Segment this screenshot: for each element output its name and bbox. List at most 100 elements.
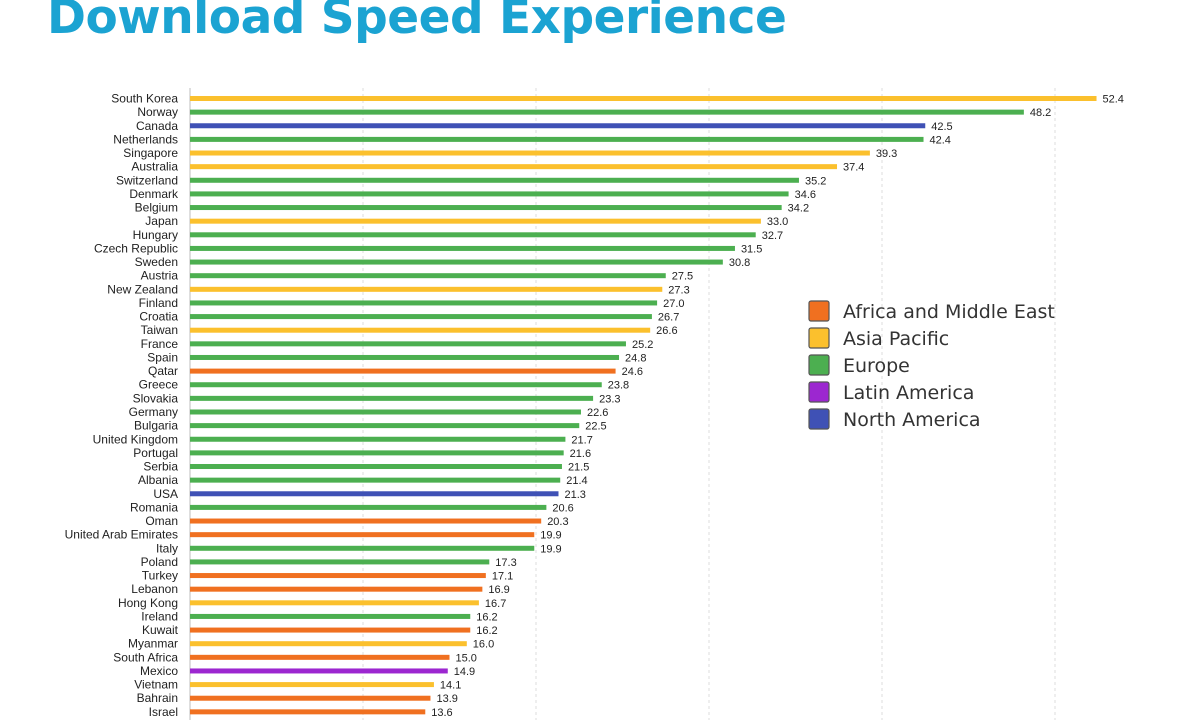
value-label: 20.6 [552, 502, 573, 514]
category-label: Poland [141, 555, 178, 569]
category-label: Spain [147, 350, 178, 364]
category-label: Netherlands [113, 132, 178, 146]
category-label: South Korea [111, 92, 178, 106]
value-label: 27.3 [668, 284, 689, 296]
legend-label: Latin America [843, 382, 974, 404]
category-label: Hong Kong [118, 596, 178, 610]
bar [190, 532, 535, 538]
category-label: Serbia [143, 460, 178, 474]
value-label: 27.5 [672, 271, 693, 283]
category-label: Czech Republic [94, 241, 178, 255]
value-label: 39.3 [876, 148, 897, 160]
value-label: 22.5 [585, 421, 606, 433]
value-label: 13.6 [431, 707, 452, 719]
category-label: Sweden [135, 255, 178, 269]
value-label: 16.0 [473, 639, 494, 651]
bar [190, 259, 723, 265]
bar [190, 559, 490, 565]
value-label: 14.1 [440, 680, 461, 692]
bar [190, 273, 666, 279]
bar [190, 491, 559, 497]
value-label: 34.2 [788, 203, 809, 215]
value-label: 42.4 [930, 134, 951, 146]
legend-swatch [808, 408, 830, 430]
bar [190, 423, 580, 429]
bar [190, 109, 1024, 115]
legend-label: North America [843, 409, 981, 431]
value-label: 22.6 [587, 407, 608, 419]
value-label: 23.8 [608, 380, 629, 392]
category-label: Austria [141, 269, 179, 283]
value-label: 16.2 [476, 625, 497, 637]
bar [190, 450, 564, 456]
value-label: 21.5 [568, 462, 589, 474]
bar [190, 545, 535, 551]
bar [190, 654, 450, 660]
bar [190, 314, 652, 320]
value-label: 16.2 [476, 611, 497, 623]
bar [190, 668, 448, 674]
value-label: 23.3 [599, 393, 620, 405]
legend-swatch [808, 327, 830, 349]
bar [190, 436, 566, 442]
bar [190, 286, 663, 292]
category-label: Taiwan [141, 323, 178, 337]
chart-title: Download Speed Experience [47, 0, 787, 45]
bar [190, 327, 651, 333]
legend-swatch [808, 300, 830, 322]
bar [190, 191, 789, 197]
category-label: Romania [130, 500, 178, 514]
category-label: Canada [136, 119, 178, 133]
bar [190, 518, 542, 524]
legend-swatch [808, 381, 830, 403]
value-label: 14.9 [454, 666, 475, 678]
category-label: Singapore [123, 146, 178, 160]
value-label: 21.3 [564, 489, 585, 501]
bar [190, 177, 799, 183]
bar [190, 464, 562, 470]
value-label: 13.9 [436, 693, 457, 705]
category-label: Qatar [148, 364, 178, 378]
category-label: Italy [156, 541, 178, 555]
legend-label: Europe [843, 355, 910, 377]
value-label: 21.6 [570, 448, 591, 460]
bar [190, 368, 616, 374]
value-label: 20.3 [547, 516, 568, 528]
value-label: 32.7 [762, 230, 783, 242]
bar [190, 641, 467, 647]
category-label: United Arab Emirates [65, 528, 178, 542]
category-label: South Africa [113, 650, 178, 664]
value-label: 31.5 [741, 243, 762, 255]
category-label: Germany [129, 405, 178, 419]
value-label: 24.6 [622, 366, 643, 378]
category-label: Croatia [139, 310, 178, 324]
category-label: Greece [139, 378, 179, 392]
bar [190, 205, 782, 211]
bars: South Korea 52.4 Norway 48.2 Canada 42.5 Nethe… [65, 92, 1124, 719]
value-label: 30.8 [729, 257, 750, 269]
legend-swatch [808, 354, 830, 376]
bar [190, 245, 735, 251]
bar [190, 395, 594, 401]
legend-label: Asia Pacific [843, 328, 949, 350]
bar [190, 682, 434, 688]
category-label: Oman [145, 514, 178, 528]
category-label: Myanmar [128, 637, 178, 651]
value-label: 42.5 [931, 121, 952, 133]
bar [190, 627, 471, 633]
bar [190, 573, 486, 579]
value-label: 21.4 [566, 475, 587, 487]
value-label: 16.7 [485, 598, 506, 610]
value-label: 21.7 [571, 434, 592, 446]
value-label: 27.0 [663, 298, 684, 310]
value-label: 52.4 [1103, 94, 1124, 106]
category-label: Israel [149, 705, 178, 719]
gridlines [189, 88, 1056, 720]
category-label: Ireland [141, 609, 178, 623]
category-label: Portugal [133, 446, 178, 460]
value-label: 15.0 [456, 652, 477, 664]
value-label: 33.0 [767, 216, 788, 228]
bar [190, 477, 561, 483]
category-label: Finland [139, 296, 178, 310]
value-label: 26.7 [658, 312, 679, 324]
